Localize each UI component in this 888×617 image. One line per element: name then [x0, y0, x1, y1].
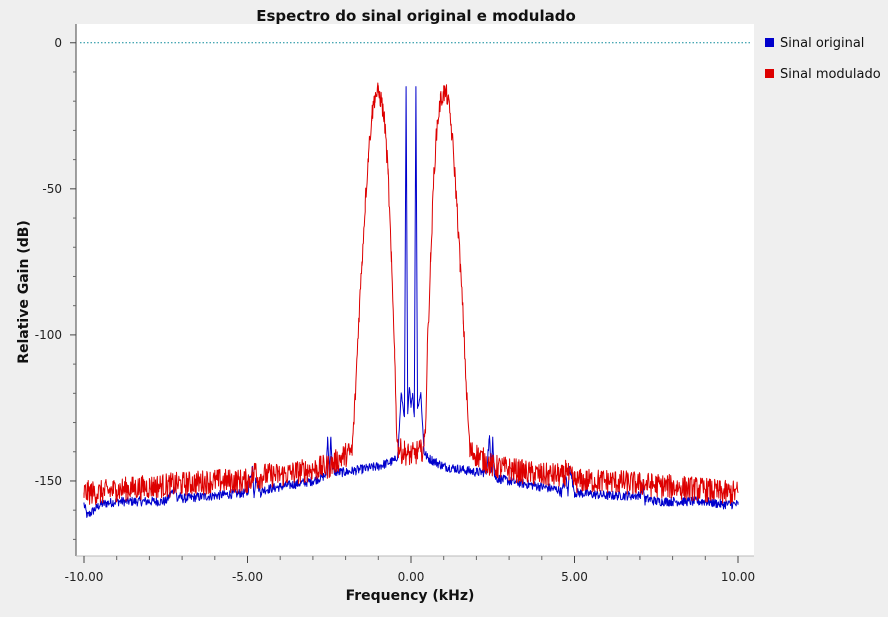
series-line-modulated: [83, 82, 739, 506]
x-tick-label: -10.00: [65, 570, 104, 584]
legend-label: Sinal original: [780, 36, 864, 51]
chart-title: Espectro do sinal original e modulado: [256, 7, 576, 25]
x-tick-label: 10.00: [721, 570, 755, 584]
x-tick-label: 5.00: [561, 570, 588, 584]
y-axis-ticks: 0 -50 -100 -150: [35, 36, 76, 540]
legend-swatch: [765, 69, 774, 78]
y-tick-label: -100: [35, 328, 62, 342]
x-tick-label: -5.00: [232, 570, 263, 584]
y-tick-label: -50: [42, 182, 62, 196]
x-tick-label: 0.00: [398, 570, 425, 584]
legend: Sinal original Sinal modulado: [765, 36, 881, 82]
y-tick-label: 0: [54, 36, 62, 50]
series-line-original: [83, 86, 739, 518]
x-axis-ticks: -10.00 -5.00 0.00 5.00 10.00: [65, 556, 755, 584]
legend-swatch: [765, 38, 774, 47]
y-tick-label: -150: [35, 474, 62, 488]
series-group: [83, 82, 739, 518]
y-axis-label: Relative Gain (dB): [16, 220, 32, 364]
x-axis-label: Frequency (kHz): [346, 588, 475, 604]
legend-label: Sinal modulado: [780, 67, 881, 82]
